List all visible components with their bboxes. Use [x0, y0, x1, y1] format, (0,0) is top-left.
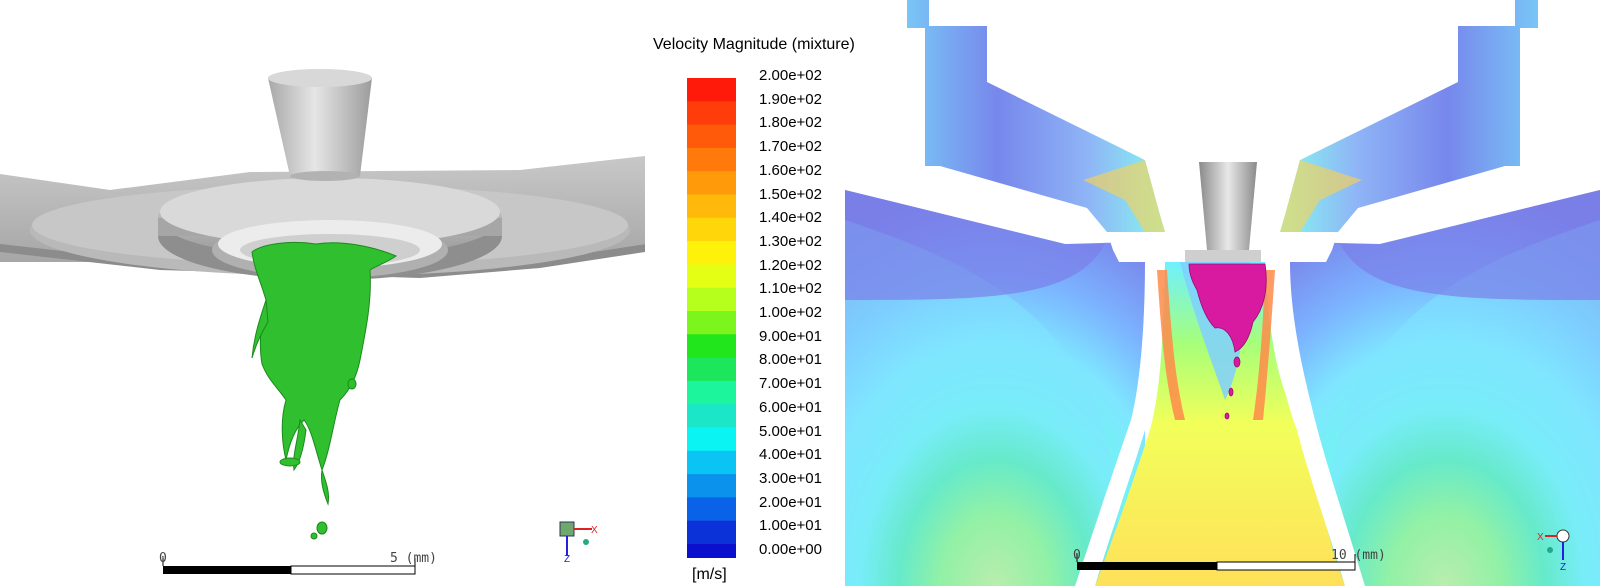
- legend-tick-label: 1.00e+01: [759, 517, 822, 535]
- legend-color-cell: [687, 380, 736, 405]
- legend-color-cell: [687, 124, 736, 149]
- axis-triad-icon: X Z: [559, 521, 598, 565]
- legend-tick-label: 4.00e+01: [759, 446, 822, 464]
- legend-tick-label: 1.10e+02: [759, 280, 822, 298]
- contour-view: 0 10 (mm) X Z: [845, 0, 1600, 586]
- legend-tick-label: 0.00e+00: [759, 541, 822, 558]
- legend-tick-label: 1.50e+02: [759, 185, 822, 203]
- legend-color-cell: [687, 78, 736, 102]
- legend-tick-label: 7.00e+01: [759, 375, 822, 393]
- legend-color-cell: [687, 520, 736, 545]
- legend-tick-label: 1.80e+02: [759, 114, 822, 132]
- legend-tick-label: 1.60e+02: [759, 161, 822, 179]
- axis-triad-icon: X Z: [1537, 529, 1570, 573]
- legend-tick-label: 1.30e+02: [759, 232, 822, 250]
- legend-tick-label: 1.40e+02: [759, 209, 822, 227]
- legend-unit: [m/s]: [692, 566, 727, 583]
- upper-right-duct: [1280, 0, 1538, 232]
- legend-tick-label: 2.00e+01: [759, 493, 822, 511]
- solid-walls: [929, 0, 1515, 262]
- legend-color-cell: [687, 217, 736, 242]
- legend-tick-label: 8.00e+01: [759, 351, 822, 369]
- legend-tick-label: 1.20e+02: [759, 256, 822, 274]
- legend-color-cell: [687, 241, 736, 265]
- axis-x-label-right: X: [1537, 532, 1544, 543]
- legend-tick-label: 9.00e+01: [759, 327, 822, 345]
- scale-right-start: 0: [1073, 548, 1081, 563]
- scale-left-end: 5 (mm): [390, 551, 437, 566]
- isosurface-render: 0 5 (mm) X Z: [0, 69, 645, 575]
- legend-color-cell: [687, 427, 736, 452]
- legend-color-cell: [687, 264, 736, 289]
- lower-chamber-field: [845, 190, 1600, 586]
- central-jet: [1075, 262, 1365, 586]
- legend-color-cell: [687, 497, 736, 522]
- legend-tick-label: 1.90e+02: [759, 90, 822, 108]
- scale-bar-right: 0 10 (mm): [1073, 548, 1386, 571]
- legend-tick-label: 2.00e+02: [759, 67, 822, 84]
- legend-color-cell: [687, 544, 736, 558]
- legend-color-cell: [687, 334, 736, 359]
- scale-left-start: 0: [159, 551, 167, 566]
- velocity-contour: 0 10 (mm) X Z: [845, 0, 1600, 586]
- legend-tick-label: 3.00e+01: [759, 469, 822, 487]
- axis-z-label: Z: [564, 554, 570, 565]
- axis-z-label-right: Z: [1560, 562, 1566, 573]
- legend-color-cell: [687, 171, 736, 195]
- legend-color-cell: [687, 474, 736, 498]
- legend-color-cell: [687, 404, 736, 428]
- legend-color-cell: [687, 357, 736, 382]
- legend-tick-label: 1.70e+02: [759, 138, 822, 156]
- upper-left-duct: [907, 0, 1165, 232]
- scale-bar-left: 0 5 (mm): [159, 551, 437, 575]
- legend-color-cell: [687, 287, 736, 312]
- nozzle: [268, 69, 372, 181]
- legend-color-cell: [687, 311, 736, 335]
- legend-tick-label: 5.00e+01: [759, 422, 822, 440]
- legend-color-cell: [687, 101, 736, 126]
- liquid-isosurface: [251, 241, 398, 540]
- legend-color-cell: [687, 450, 736, 475]
- isosurface-view: 0 5 (mm) X Z: [0, 0, 650, 586]
- nozzle: [1185, 162, 1261, 262]
- scale-right-end: 10 (mm): [1331, 548, 1386, 563]
- legend-tick-label: 6.00e+01: [759, 398, 822, 416]
- legend-color-cell: [687, 147, 736, 172]
- legend-color-bar: [687, 78, 736, 558]
- legend-color-cell: [687, 194, 736, 219]
- liquid-isosurface: [1188, 263, 1267, 420]
- legend-tick-label: 1.00e+02: [759, 304, 822, 321]
- legend-title: Velocity Magnitude (mixture): [653, 36, 855, 53]
- color-legend: Velocity Magnitude (mixture) 2.00e+02 1.9…: [650, 0, 855, 586]
- axis-x-label: X: [591, 525, 598, 536]
